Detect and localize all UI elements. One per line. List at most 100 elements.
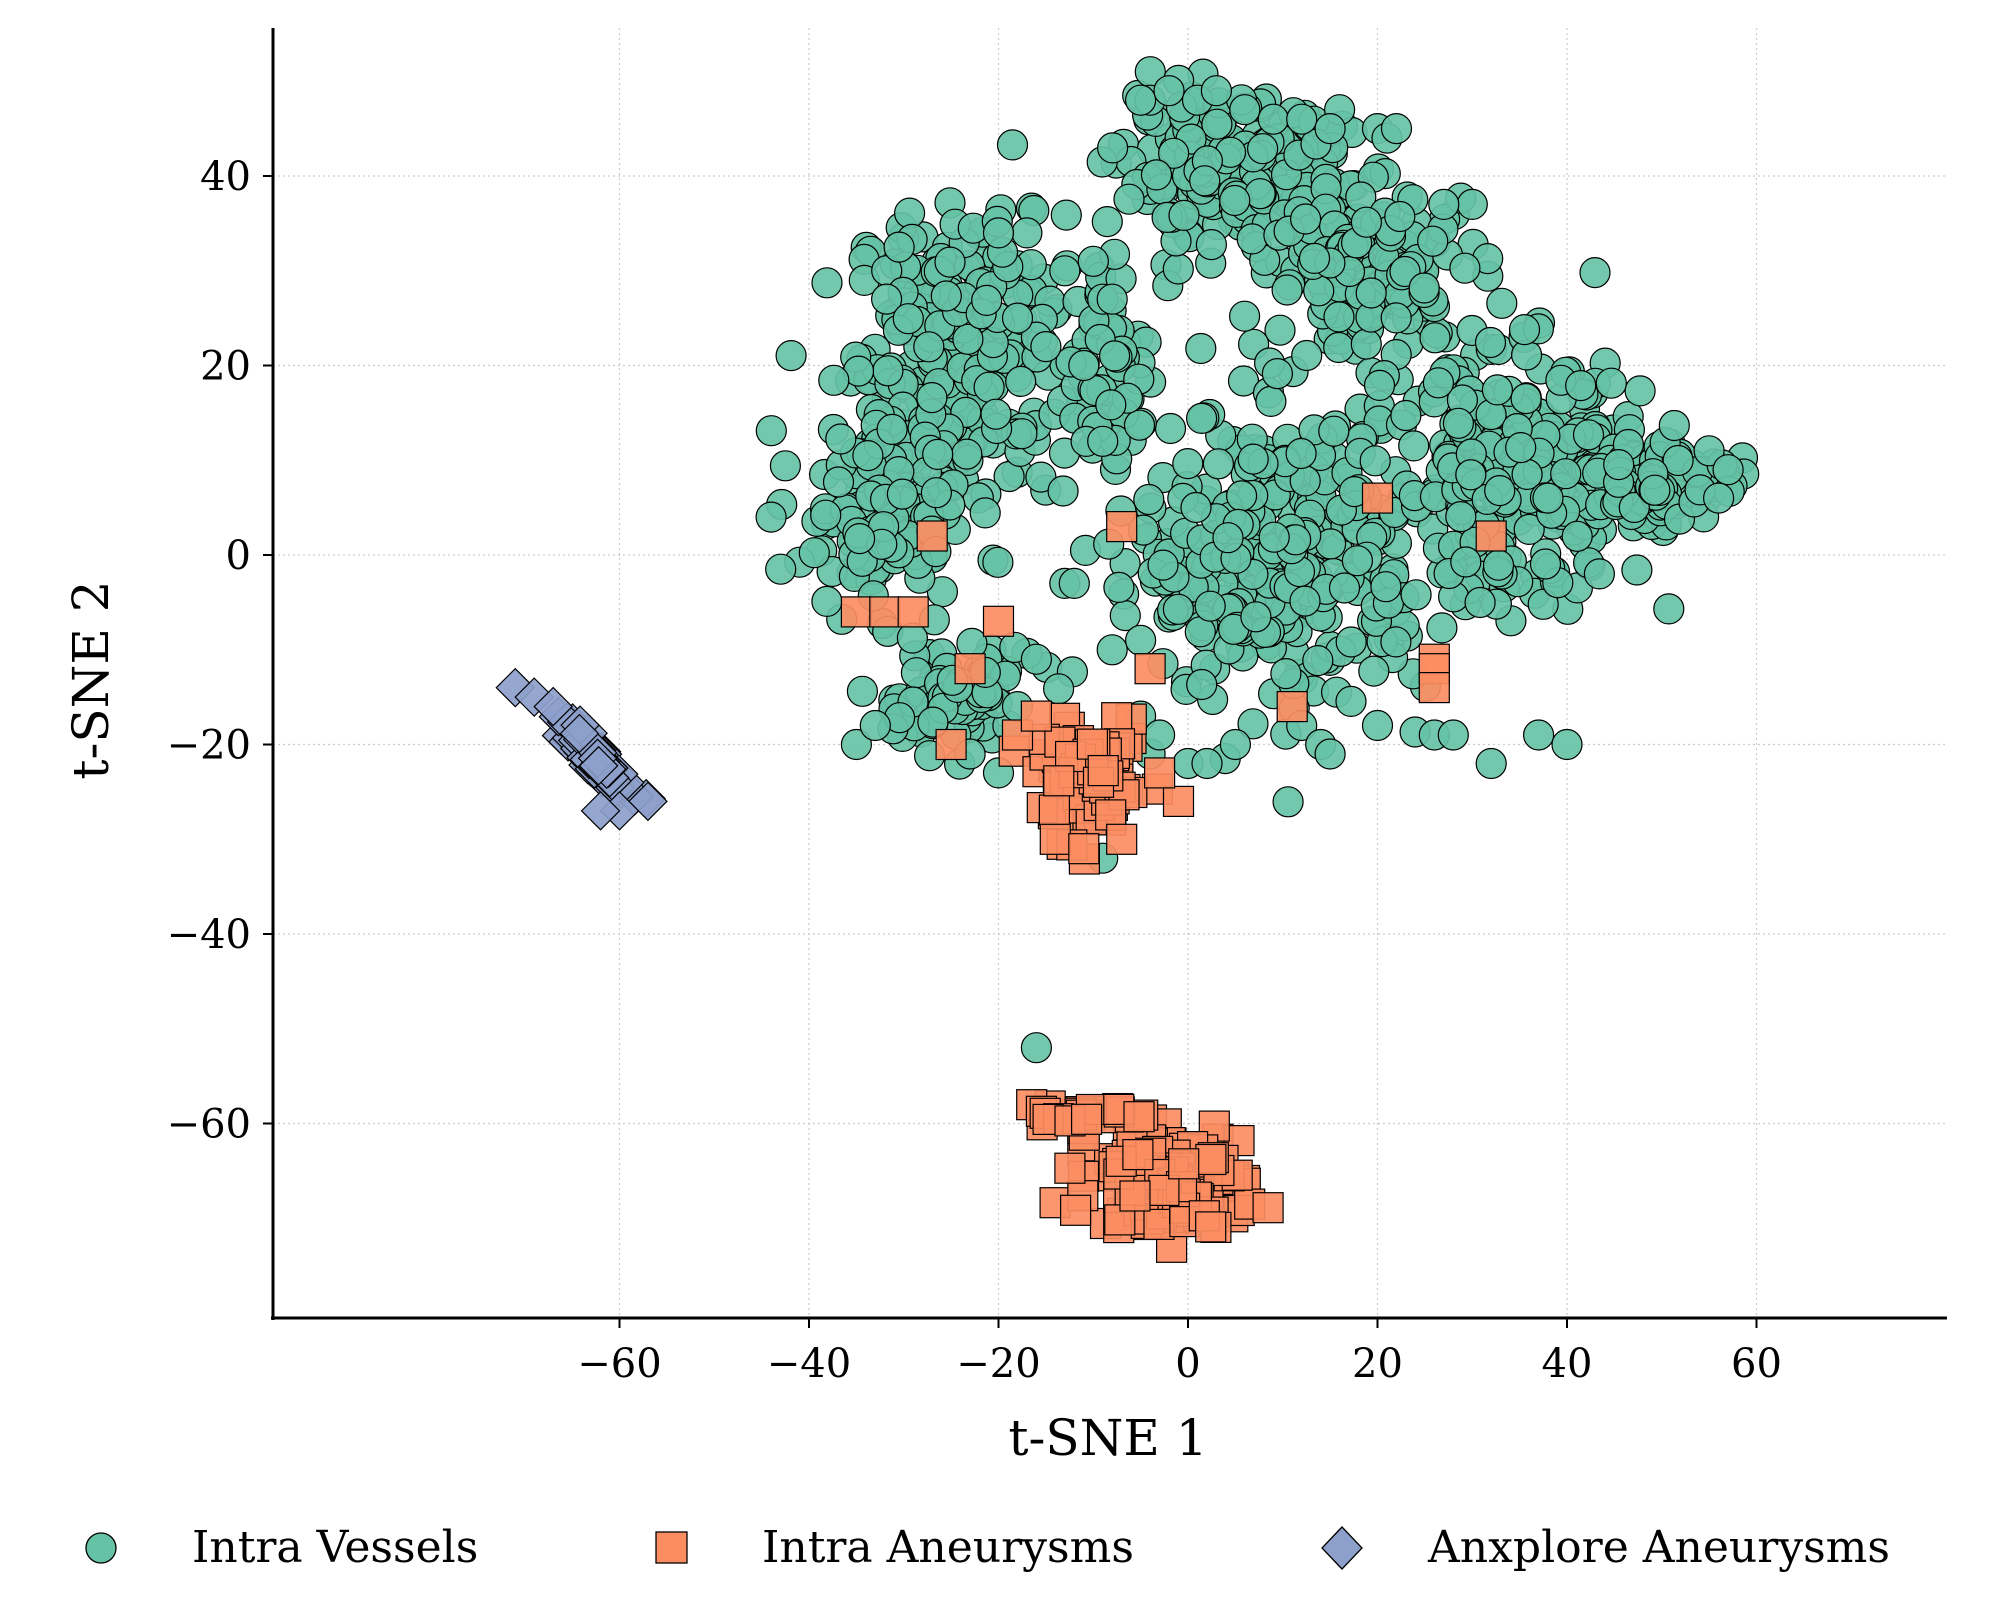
data-point-circle xyxy=(1191,747,1223,780)
data-point-circle xyxy=(1011,217,1043,249)
data-point-square xyxy=(1020,700,1053,732)
data-point-square xyxy=(1252,1192,1284,1224)
data-point-square xyxy=(1119,1180,1151,1212)
data-point-circle xyxy=(1096,283,1128,315)
data-point-circle xyxy=(1702,482,1735,514)
data-point-circle xyxy=(1030,331,1062,363)
data-point-circle xyxy=(1380,626,1412,658)
data-point-circle xyxy=(1505,432,1537,464)
data-point-circle xyxy=(1419,322,1451,354)
series-intra-vessels xyxy=(755,56,1760,1064)
data-point-circle xyxy=(1006,418,1038,450)
data-point-diamond xyxy=(580,790,621,831)
x-ticks: −60 −40 −20 0 20 40 60 xyxy=(577,1318,1782,1387)
data-point-circle xyxy=(930,280,962,312)
data-point-circle xyxy=(1475,747,1507,780)
x-tick-label: −60 xyxy=(577,1341,661,1387)
data-point-circle xyxy=(1603,449,1635,481)
data-point-square xyxy=(1361,482,1394,514)
data-point-circle xyxy=(982,546,1014,578)
data-point-circle xyxy=(1272,786,1304,818)
data-point-circle xyxy=(1408,272,1440,304)
data-point-circle xyxy=(1154,412,1187,445)
data-point-circle xyxy=(1359,445,1391,477)
data-point-circle xyxy=(1236,223,1268,255)
data-point-circle xyxy=(1658,409,1690,442)
data-point-circle xyxy=(1621,554,1653,586)
data-point-circle xyxy=(1258,521,1290,553)
data-point-circle xyxy=(1350,206,1383,238)
y-tick-label: −60 xyxy=(167,1102,251,1148)
data-point-circle xyxy=(1162,593,1195,625)
data-point-circle xyxy=(1246,133,1279,165)
data-point-circle xyxy=(1185,402,1218,434)
data-point-circle xyxy=(1042,673,1075,705)
data-point-circle xyxy=(1486,287,1518,319)
data-point-square xyxy=(1122,1138,1154,1171)
data-point-square xyxy=(1475,520,1507,552)
data-point-square xyxy=(840,596,873,628)
data-point-circle xyxy=(1186,668,1218,701)
data-point-circle xyxy=(1618,491,1650,524)
data-point-square xyxy=(1195,1211,1227,1243)
data-point-circle xyxy=(1455,459,1487,491)
data-point-circle xyxy=(1219,728,1252,761)
data-point-circle xyxy=(1335,626,1367,658)
data-point-circle xyxy=(1328,572,1361,604)
data-point-circle xyxy=(922,438,954,470)
data-point-circle xyxy=(1050,199,1082,231)
data-point-circle xyxy=(755,415,787,447)
data-point-circle xyxy=(1237,443,1269,475)
data-point-circle xyxy=(892,303,924,335)
data-point-circle xyxy=(1639,474,1671,506)
data-point-square xyxy=(1043,765,1075,797)
data-point-circle xyxy=(1228,300,1261,332)
data-point-square xyxy=(935,728,967,761)
data-point-circle xyxy=(1140,159,1173,191)
data-point-circle xyxy=(1077,245,1109,277)
data-point-square xyxy=(1168,1148,1200,1180)
y-tick-label: −20 xyxy=(167,723,251,769)
data-point-circle xyxy=(1653,593,1685,625)
data-point-circle xyxy=(1583,558,1616,590)
data-point-circle xyxy=(1422,367,1455,399)
data-point-circle xyxy=(952,323,984,355)
data-point-circle xyxy=(1020,1032,1053,1064)
data-point-circle xyxy=(1474,326,1507,359)
legend-label-anxplore-aneurysms: Anxplore Aneurysms xyxy=(1427,1522,1890,1573)
y-tick-label: 20 xyxy=(200,344,251,390)
data-point-circle xyxy=(1355,277,1387,309)
data-point-circle xyxy=(1103,571,1135,604)
data-point-circle xyxy=(1456,188,1488,220)
data-point-square xyxy=(1070,1103,1103,1135)
data-point-circle xyxy=(1513,513,1545,546)
data-point-diamond xyxy=(578,745,619,786)
data-point-diamond xyxy=(559,713,600,754)
data-point-circle xyxy=(1450,546,1482,578)
data-point-square xyxy=(1039,823,1071,855)
data-point-square xyxy=(897,596,929,628)
x-tick-label: −40 xyxy=(767,1341,851,1387)
legend-item-anxplore-aneurysms: Anxplore Aneurysms xyxy=(1321,1522,1890,1573)
data-point-circle xyxy=(1096,634,1128,666)
data-point-circle xyxy=(1270,657,1302,690)
data-point-circle xyxy=(1482,549,1515,581)
y-axis-label: t-SNE 2 xyxy=(62,580,120,779)
data-point-circle xyxy=(1291,339,1323,372)
data-point-circle xyxy=(1314,738,1346,770)
data-point-circle xyxy=(1341,545,1374,577)
data-point-circle xyxy=(1481,374,1514,406)
data-point-circle xyxy=(1624,375,1656,407)
data-point-circle xyxy=(1147,549,1179,581)
data-point-circle xyxy=(1229,94,1261,126)
data-point-circle xyxy=(1143,719,1176,751)
data-point-circle xyxy=(1005,365,1037,397)
data-point-circle xyxy=(1390,399,1422,432)
data-point-circle xyxy=(1595,367,1627,399)
data-point-circle xyxy=(1693,435,1725,467)
data-point-circle xyxy=(1200,75,1233,107)
legend-item-intra-vessels: Intra Vessels xyxy=(85,1522,478,1573)
data-point-circle xyxy=(1437,719,1469,751)
x-tick-label: −20 xyxy=(956,1341,1040,1387)
